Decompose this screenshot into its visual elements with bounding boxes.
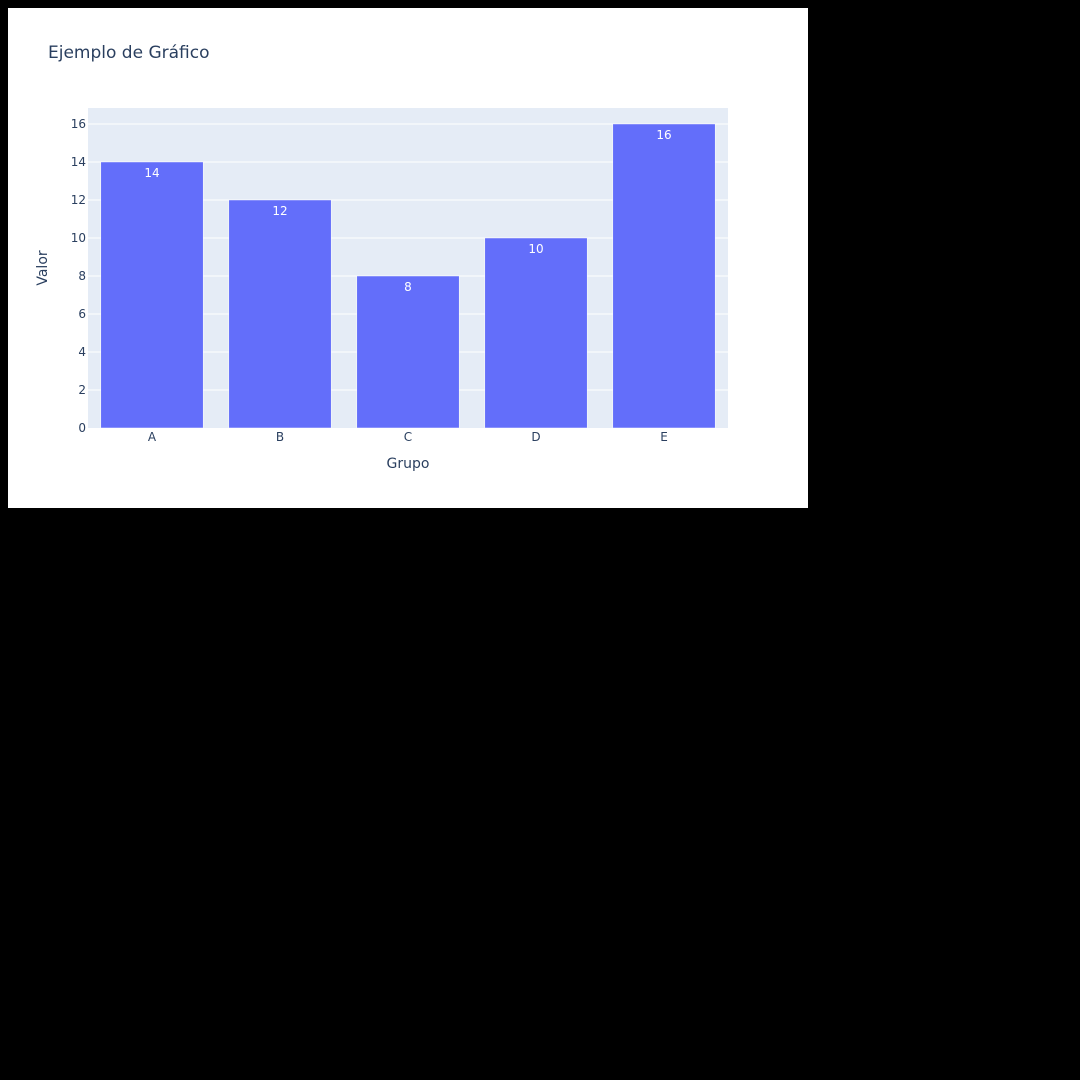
y-tick-label: 4 [78, 345, 86, 359]
chart-title: Ejemplo de Gráfico [48, 43, 210, 63]
y-tick-label: 10 [71, 231, 86, 245]
bar-e [612, 123, 716, 429]
data-label: 12 [272, 204, 287, 218]
y-tick-label: 6 [78, 307, 86, 321]
bar-chart: Ejemplo de Gráfico 0 2 4 6 8 10 12 14 16 A B C D E 1… [35, 43, 728, 472]
x-tick-label: B [276, 430, 284, 444]
bar-c [356, 275, 460, 429]
data-label: 16 [656, 128, 671, 142]
y-tick-label: 12 [71, 193, 86, 207]
y-tick-label: 14 [71, 155, 86, 169]
x-tick-label: A [148, 430, 157, 444]
y-tick-label: 2 [78, 383, 86, 397]
x-tick-label: E [660, 430, 668, 444]
x-axis-title: Grupo [387, 456, 430, 472]
y-tick-label: 16 [71, 117, 86, 131]
y-tick-label: 8 [78, 269, 86, 283]
y-tick-label: 0 [78, 421, 86, 435]
data-label: 14 [144, 166, 159, 180]
data-labels: 14 12 8 10 16 [144, 128, 671, 294]
x-tick-label: C [404, 430, 412, 444]
bars [100, 123, 716, 429]
y-axis-title: Valor [35, 250, 51, 286]
chart-card: Ejemplo de Gráfico 0 2 4 6 8 10 12 14 16 A B C D E 1… [8, 8, 808, 508]
x-axis-ticks: A B C D E [148, 430, 668, 444]
x-tick-label: D [531, 430, 540, 444]
bar-b [228, 199, 332, 429]
y-axis-ticks: 0 2 4 6 8 10 12 14 16 [71, 117, 86, 435]
data-label: 8 [404, 280, 412, 294]
data-label: 10 [528, 242, 543, 256]
bar-a [100, 161, 204, 429]
bar-d [484, 237, 588, 429]
